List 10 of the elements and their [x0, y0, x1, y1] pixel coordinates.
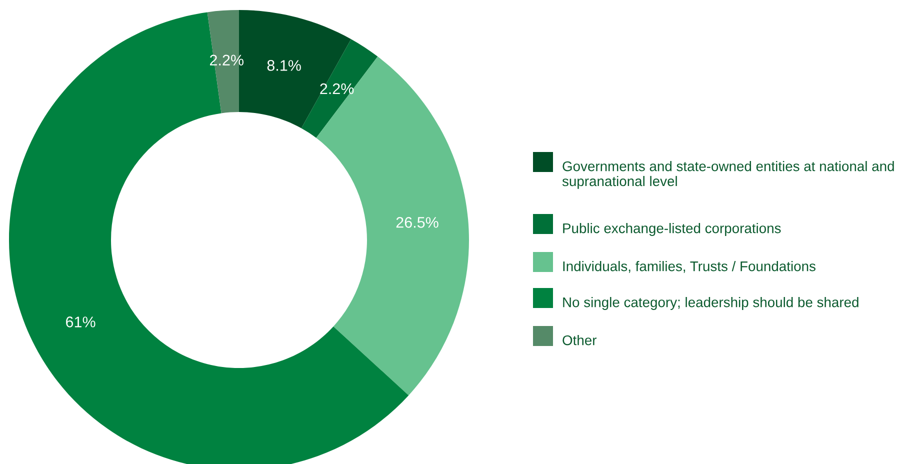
data-label: 2.2%	[210, 54, 244, 66]
legend-label: Individuals, families, Trusts / Foundations	[563, 261, 816, 273]
data-label: 8.1%	[267, 60, 301, 71]
data-label: 2.2%	[320, 83, 354, 94]
data-label: 61%	[66, 316, 96, 328]
data-label: 26.5%	[396, 216, 438, 228]
legend-label: Public exchange-listed corporations	[563, 223, 781, 236]
legend-label: No single category; leadership should be shared	[563, 297, 858, 310]
legend-label: Governments and state-owned entities at national and supranational level	[562, 161, 894, 189]
legend-label: Other	[562, 335, 597, 346]
